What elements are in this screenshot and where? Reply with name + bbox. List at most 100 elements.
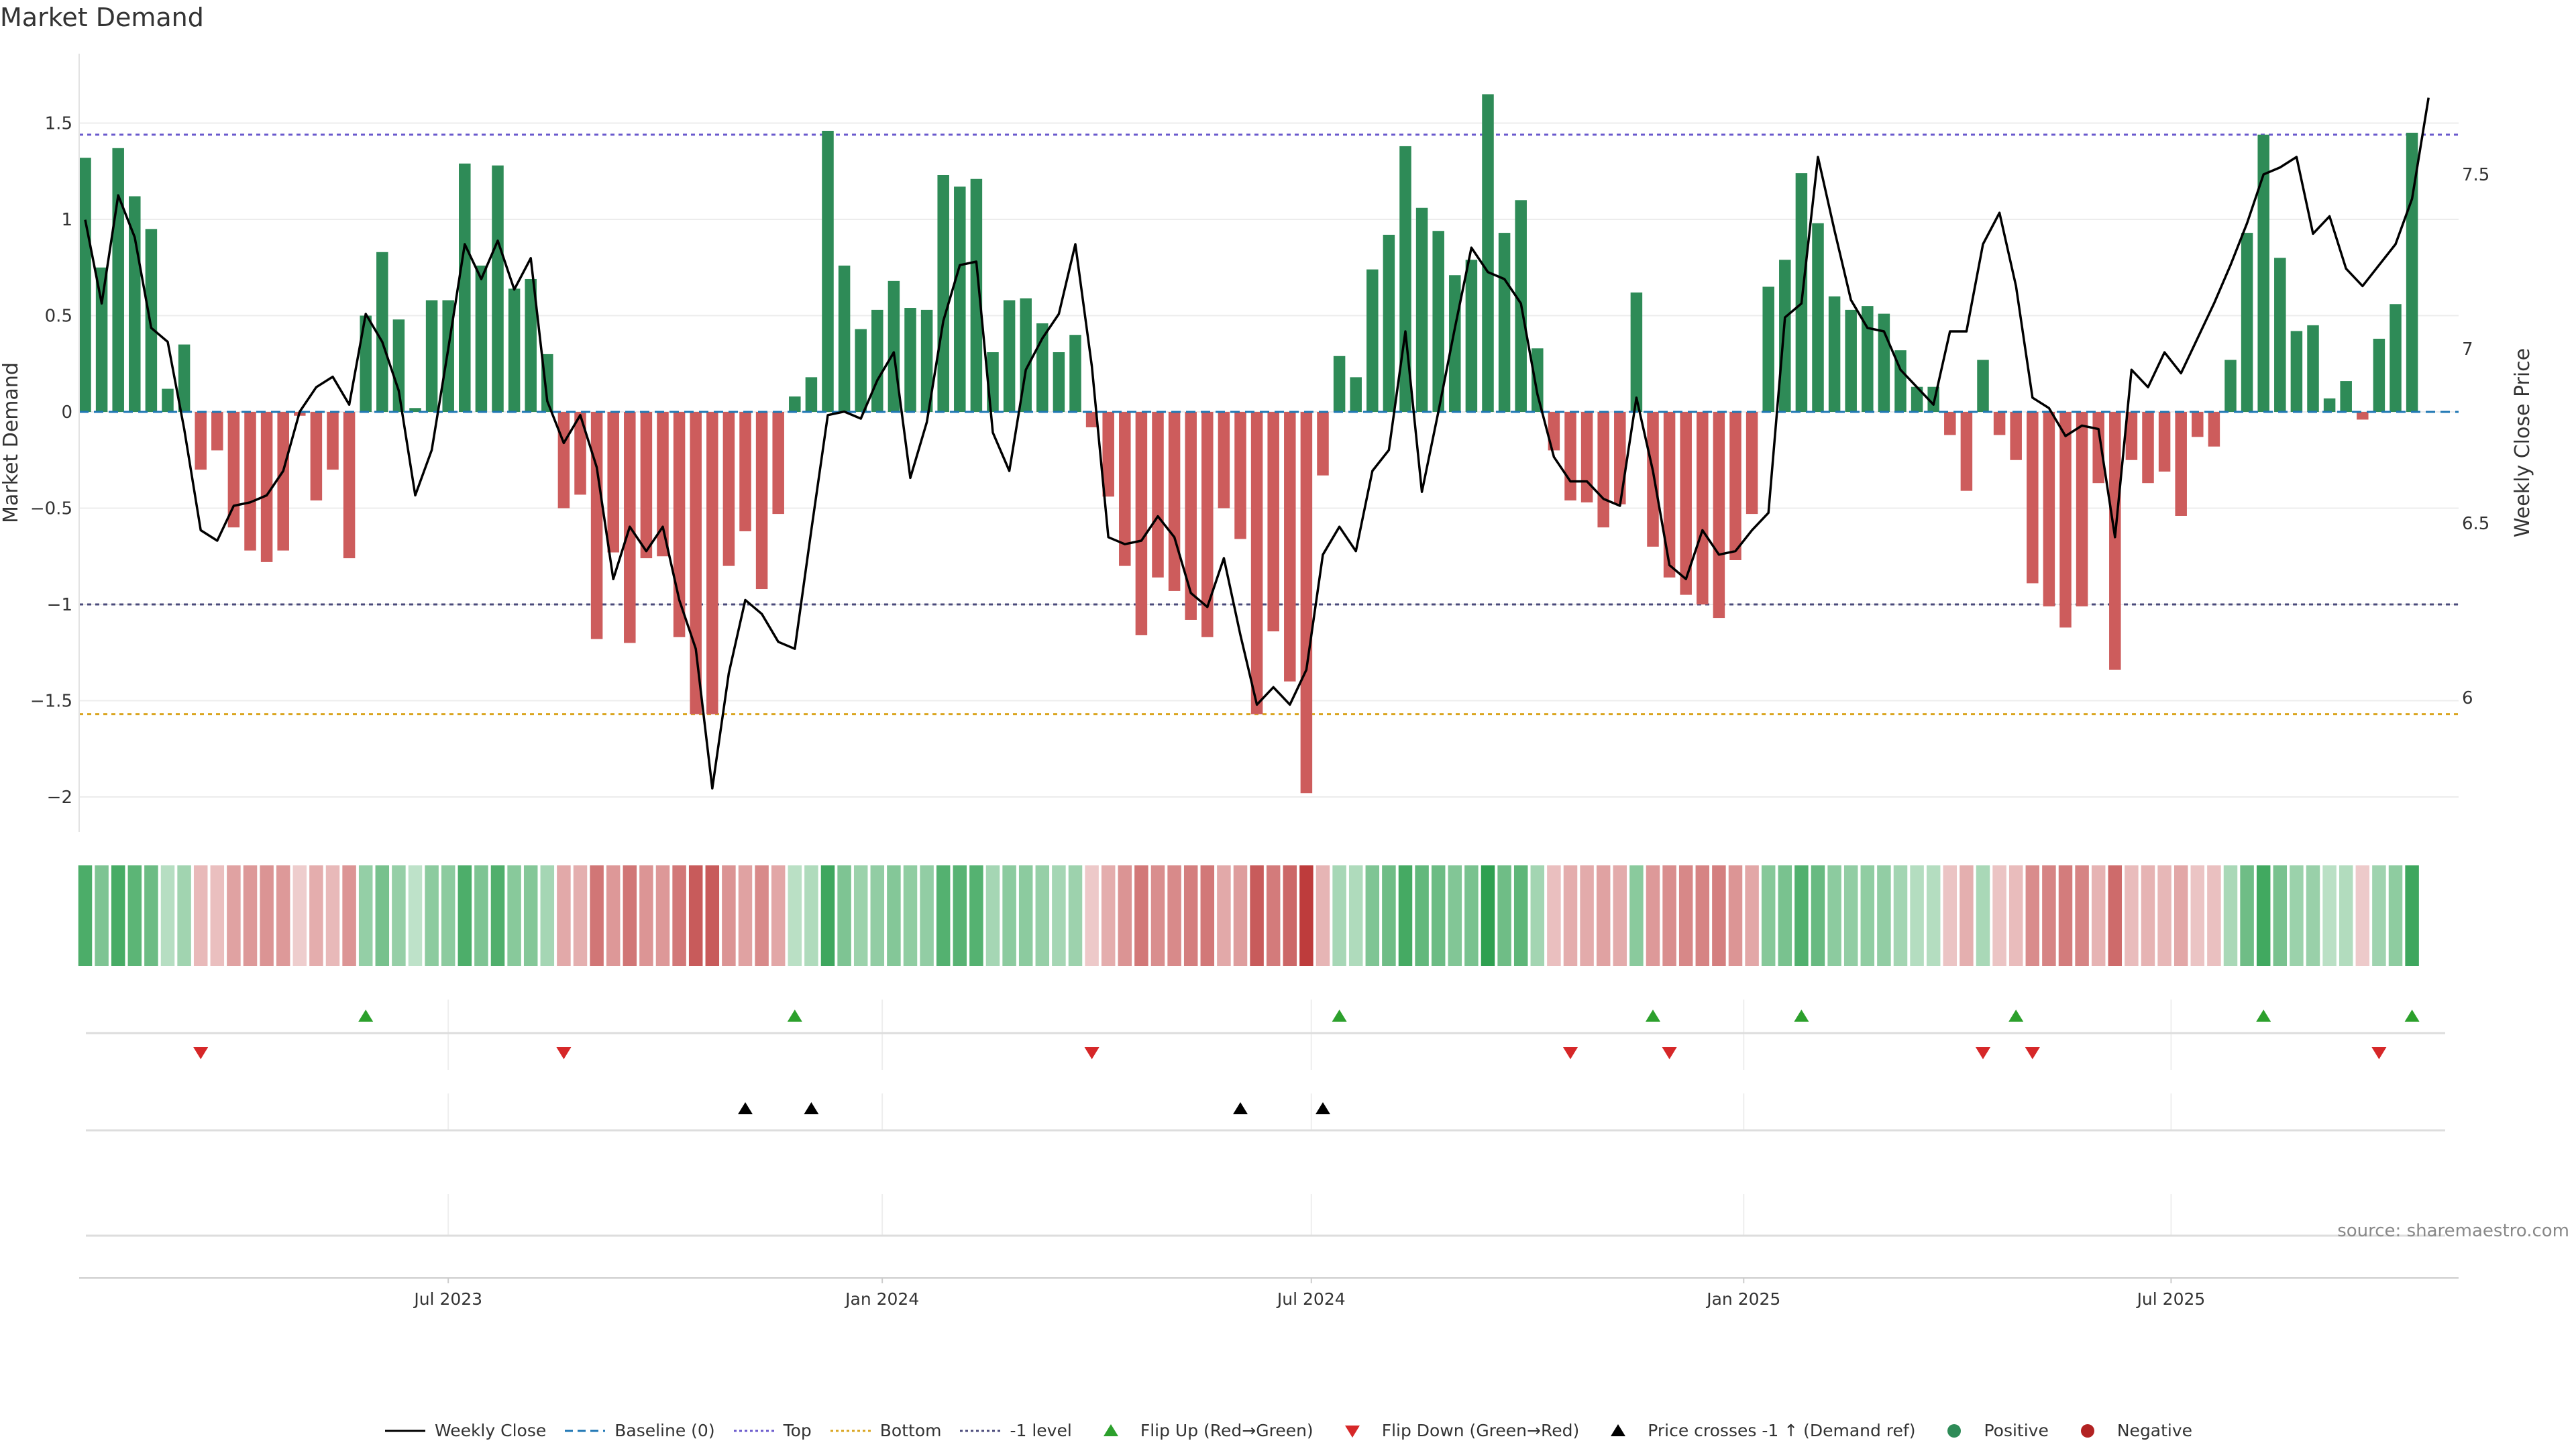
heat-cell <box>2207 865 2221 966</box>
heat-cell <box>969 865 983 966</box>
demand-bar <box>2224 360 2237 412</box>
demand-bar <box>1317 412 1329 476</box>
demand-bar <box>657 412 669 557</box>
heat-cell <box>887 865 901 966</box>
heat-cell <box>540 865 555 966</box>
flip-down-marker <box>1084 1047 1099 1059</box>
heat-cell <box>688 865 703 966</box>
legend-item: Baseline (0) <box>564 1421 715 1440</box>
heat-cell <box>1745 865 1759 966</box>
heat-cell <box>1860 865 1875 966</box>
demand-bar <box>2092 412 2104 484</box>
demand-bar <box>1284 412 1296 682</box>
flip-down-marker <box>1662 1047 1677 1059</box>
demand-bar <box>855 329 867 412</box>
weekly-close-line <box>84 97 2430 790</box>
heat-cell <box>722 865 736 966</box>
demand-bar <box>755 412 768 590</box>
heat-cell <box>441 865 455 966</box>
y2-tick-label: 7.5 <box>2462 165 2489 185</box>
demand-bar <box>1168 412 1181 591</box>
price-cross-marker <box>804 1102 819 1114</box>
heat-cell <box>1365 865 1380 966</box>
legend-swatch <box>565 1430 606 1432</box>
demand-bar <box>1366 269 1379 412</box>
heat-cell <box>1448 865 1462 966</box>
heat-cell <box>2388 865 2403 966</box>
heat-cell <box>193 865 208 966</box>
demand-bar <box>1630 292 1643 412</box>
demand-bar <box>327 412 339 470</box>
demand-bar <box>1597 412 1609 528</box>
heat-cell <box>820 865 835 966</box>
demand-bar <box>310 412 323 501</box>
demand-bar <box>2192 412 2204 437</box>
source-credit: source: sharemaestro.com <box>2337 1221 2569 1241</box>
demand-bars <box>79 94 2459 794</box>
heat-cell <box>920 865 934 966</box>
demand-bar <box>2010 412 2022 460</box>
demand-bar <box>1993 412 2006 435</box>
legend-label: Bottom <box>879 1421 942 1440</box>
price-cross-marker <box>738 1102 753 1114</box>
y-tick-label: −2 <box>47 788 72 808</box>
legend-swatch <box>830 1430 871 1432</box>
demand-bar <box>1085 412 1098 427</box>
demand-bar <box>590 412 603 639</box>
demand-bar <box>1878 313 1890 412</box>
demand-bar <box>706 412 718 714</box>
demand-bar <box>954 186 966 412</box>
y2-axis-label: Weekly Close Price <box>2511 348 2534 537</box>
demand-bar <box>871 309 883 412</box>
demand-bar <box>1069 335 1081 412</box>
demand-bar <box>1482 94 1494 412</box>
heat-cell <box>392 865 406 966</box>
demand-bar <box>1977 360 1989 412</box>
heat-cell <box>2405 865 2419 966</box>
demand-bar <box>475 265 488 412</box>
flip-down-marker <box>556 1047 572 1059</box>
demand-bar <box>673 412 686 637</box>
heat-cell <box>837 865 851 966</box>
demand-bar <box>1680 412 1692 595</box>
demand-bar <box>1415 207 1428 412</box>
flip-up-marker <box>787 1010 802 1022</box>
heat-cell <box>1068 865 1083 966</box>
demand-bar <box>1960 412 1973 491</box>
heat-cell <box>1217 865 1231 966</box>
heat-cell <box>2190 865 2205 966</box>
heat-cell <box>1481 865 1495 966</box>
price-cross-markers <box>86 1102 2445 1237</box>
legend-swatch <box>1344 1425 1360 1438</box>
heat-cell <box>1513 865 1528 966</box>
heat-cell <box>1118 865 1132 966</box>
demand-bar <box>789 396 801 412</box>
heat-cell <box>953 865 967 966</box>
heat-cell <box>557 865 571 966</box>
heat-cell <box>309 865 323 966</box>
legend-item: Negative <box>2066 1421 2192 1440</box>
heat-cell <box>1976 865 1990 966</box>
demand-bar <box>2290 331 2303 412</box>
flip-up-marker <box>1332 1010 1347 1022</box>
heat-cell <box>2042 865 2056 966</box>
heat-cell <box>1200 865 1215 966</box>
heat-cell <box>1662 865 1676 966</box>
demand-bar <box>145 229 158 412</box>
demand-bar <box>2142 412 2154 484</box>
demand-bar <box>2125 412 2138 460</box>
legend-label: Positive <box>1984 1421 2049 1440</box>
legend-swatch <box>960 1430 1001 1432</box>
demand-bar <box>2043 412 2055 606</box>
legend-swatch <box>384 1430 425 1432</box>
heat-cell <box>408 865 423 966</box>
heat-cell <box>1960 865 1974 966</box>
heat-cell <box>1150 865 1165 966</box>
heat-cell <box>1547 865 1561 966</box>
legend-label: Flip Down (Green→Red) <box>1381 1421 1580 1440</box>
demand-bar <box>607 412 619 553</box>
legend-swatch <box>1947 1424 1962 1438</box>
heat-cell <box>144 865 158 966</box>
heat-cell <box>2306 865 2320 966</box>
demand-bar <box>1003 300 1016 412</box>
